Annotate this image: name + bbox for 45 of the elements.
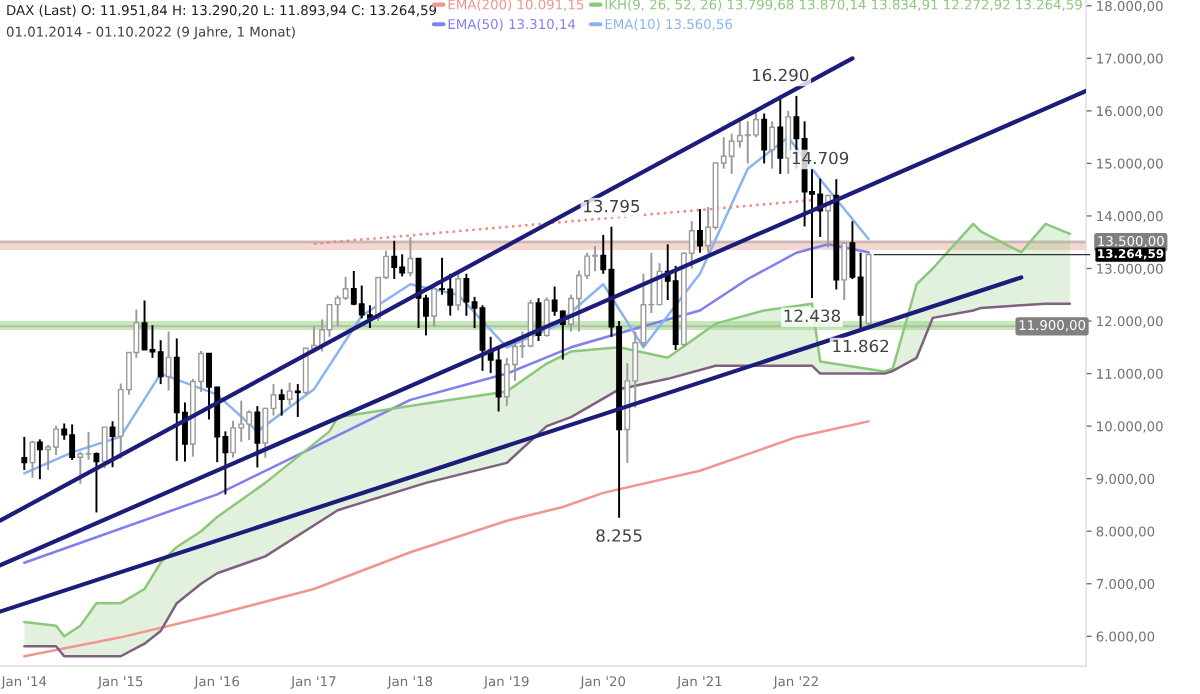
candlestick — [157, 339, 164, 386]
candlestick — [728, 132, 735, 175]
candlestick — [85, 430, 92, 461]
candlestick — [777, 94, 784, 175]
candlestick — [697, 208, 703, 254]
candlestick — [294, 383, 301, 418]
candlestick — [399, 253, 406, 278]
candlestick — [736, 120, 743, 149]
candlestick — [455, 273, 462, 312]
candlestick — [447, 272, 454, 317]
candlestick — [463, 272, 470, 317]
candlestick — [36, 438, 43, 481]
candlestick — [69, 423, 76, 461]
line-series — [23, 420, 870, 658]
candlestick — [278, 388, 285, 417]
annotation: 14.709 — [792, 151, 849, 165]
candlestick — [592, 245, 598, 273]
candlestick — [286, 381, 293, 407]
annotation: 13.795 — [584, 199, 640, 213]
candlestick — [53, 424, 59, 456]
candlestick — [407, 236, 414, 278]
candlestick — [391, 239, 398, 280]
candlestick — [744, 120, 751, 165]
candlestick — [841, 241, 848, 301]
candlestick — [21, 435, 28, 471]
candlestick — [109, 420, 116, 469]
annotation: 12.438 — [784, 309, 841, 323]
candlestick — [77, 450, 84, 485]
candlestick — [342, 275, 349, 301]
annotation: 11.862 — [833, 339, 889, 353]
candlestick — [254, 405, 261, 469]
candlestick — [431, 285, 438, 328]
candlestick — [165, 330, 172, 392]
candlestick — [230, 419, 236, 459]
candlestick — [358, 284, 365, 320]
annotation: 16.290 — [752, 68, 809, 82]
candlestick — [761, 112, 768, 165]
candlestick — [551, 285, 558, 317]
annotation: 8.255 — [596, 529, 642, 542]
candlestick — [246, 409, 253, 441]
candlestick — [495, 346, 502, 413]
candlestick — [753, 108, 759, 139]
candlestick — [334, 294, 341, 328]
candlestick — [101, 426, 108, 470]
candlestick — [769, 120, 776, 170]
